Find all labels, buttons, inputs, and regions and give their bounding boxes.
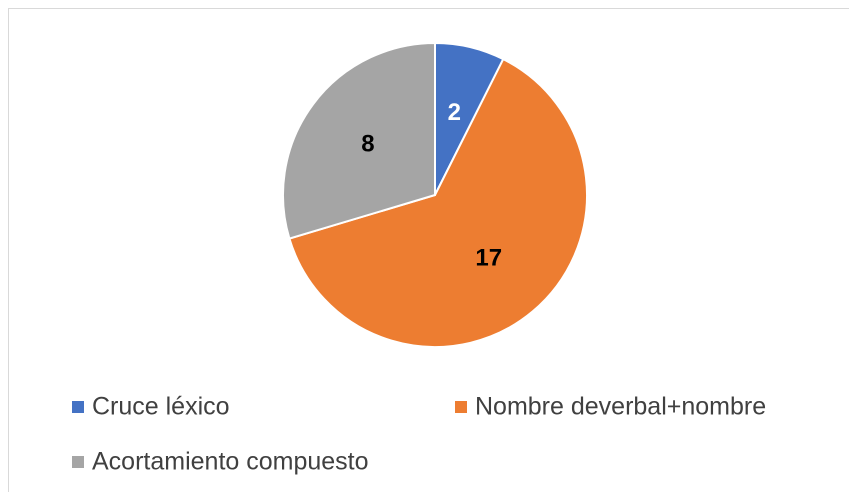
legend-label: Cruce léxico: [92, 393, 230, 421]
data-label: 2: [448, 99, 461, 126]
data-label: 17: [475, 244, 502, 271]
pie-slice: [288, 57, 588, 348]
legend-marker: [455, 401, 467, 413]
legend-marker: [72, 401, 84, 413]
legend-label: Nombre deverbal+nombre: [475, 393, 766, 421]
legend-label: Acortamiento compuesto: [92, 448, 369, 476]
legend-marker: [72, 456, 84, 468]
pie-slice: [282, 41, 436, 240]
data-label: 8: [361, 130, 374, 157]
